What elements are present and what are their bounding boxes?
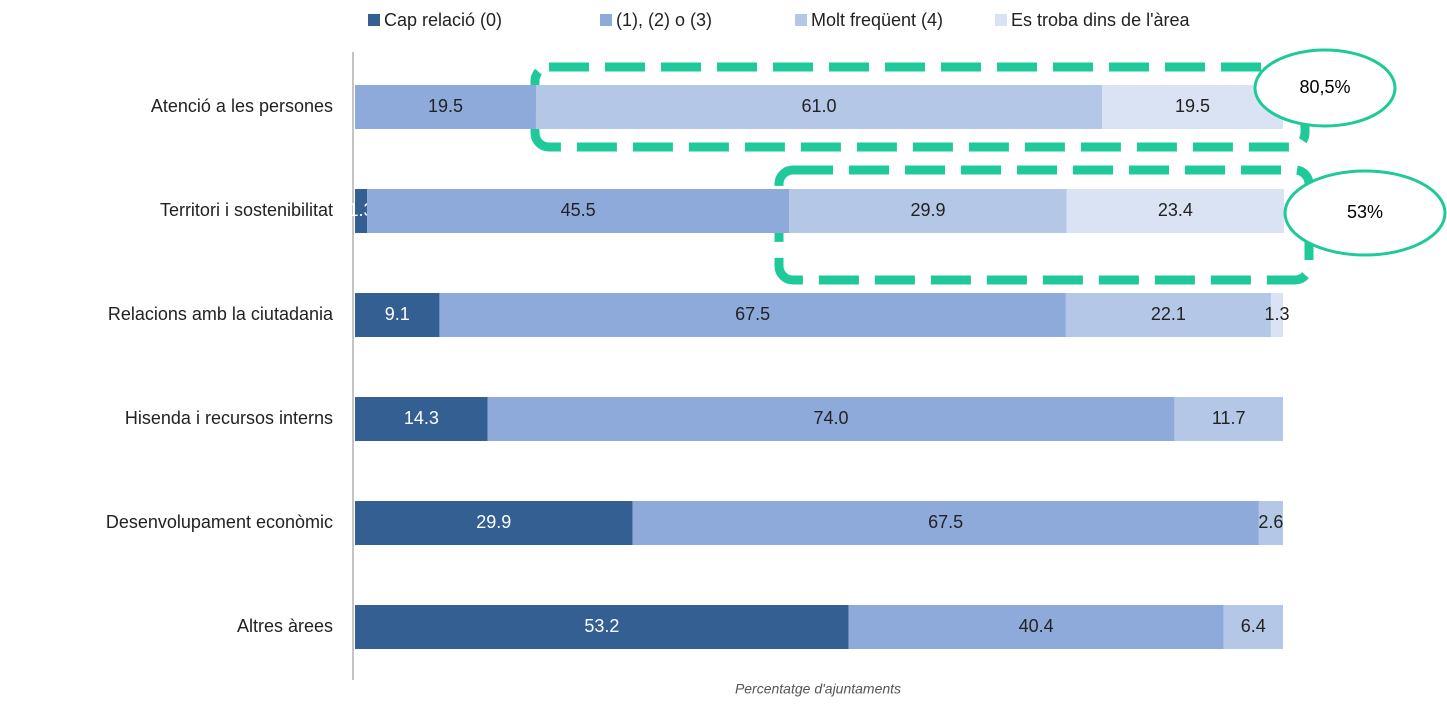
x-axis-label: Percentatge d'ajuntaments (735, 681, 901, 697)
data-label: 29.9 (911, 200, 946, 220)
annotation-ellipse (1283, 169, 1447, 257)
data-label: 74.0 (814, 408, 849, 428)
legend-swatch (368, 14, 380, 26)
bar-segment (535, 85, 1103, 129)
bar-segment (1102, 85, 1283, 129)
data-label: 6.4 (1241, 616, 1266, 636)
bar-segment (1065, 293, 1271, 337)
bar-segment (1223, 605, 1283, 649)
bar-segment (439, 293, 1066, 337)
bar-segment (355, 397, 488, 441)
data-label: 22.1 (1151, 304, 1186, 324)
bar-segment (355, 189, 368, 233)
annotation: 53% (1347, 202, 1383, 222)
data-label: 45.5 (561, 200, 596, 220)
y-tick-label: Hisenda i recursos interns (125, 408, 333, 428)
data-label: 11.7 (1212, 408, 1246, 428)
y-tick-label: Atenció a les persones (151, 96, 333, 116)
bar-segment (1270, 293, 1283, 337)
data-label: 67.5 (928, 512, 963, 532)
data-label: 9.1 (385, 304, 410, 324)
y-tick-label: Desenvolupament econòmic (106, 512, 333, 532)
y-tick-label: Altres àrees (237, 616, 333, 636)
bar-segment (355, 293, 440, 337)
data-label: 29.9 (476, 512, 511, 532)
legend-label: Cap relació (0) (384, 10, 502, 30)
bar-segment (848, 605, 1224, 649)
legend-swatch (795, 14, 807, 26)
legend-swatch (600, 14, 612, 26)
bar-segment (355, 501, 633, 545)
data-label: 40.4 (1019, 616, 1054, 636)
y-tick-label: Territori i sostenibilitat (160, 200, 333, 220)
bar-segment (789, 189, 1067, 233)
bar-segment (487, 397, 1175, 441)
legend-swatch (995, 14, 1007, 26)
data-label: 53.2 (584, 616, 619, 636)
data-label: 1.3 (1264, 304, 1289, 324)
data-label: 14.3 (404, 408, 439, 428)
legend-label: (1), (2) o (3) (616, 10, 712, 30)
bar-segment (1174, 397, 1283, 441)
bar-segment (355, 85, 536, 129)
bar-segment (1066, 189, 1284, 233)
data-label: 23.4 (1158, 200, 1193, 220)
y-tick-label: Relacions amb la ciutadania (108, 304, 334, 324)
bar-segment (1258, 501, 1283, 545)
bar-segment (632, 501, 1259, 545)
legend-label: Es troba dins de l'àrea (1011, 10, 1191, 30)
bar-segment (355, 605, 849, 649)
data-label: 2.6 (1258, 512, 1283, 532)
bar-segment (367, 189, 790, 233)
data-label: 67.5 (735, 304, 770, 324)
annotation: 80,5% (1299, 77, 1350, 97)
data-label: 61.0 (801, 96, 836, 116)
legend-label: Molt freqüent (4) (811, 10, 943, 30)
data-label: 19.5 (428, 96, 463, 116)
data-label: 19.5 (1175, 96, 1210, 116)
annotation-ellipse (1253, 48, 1397, 128)
